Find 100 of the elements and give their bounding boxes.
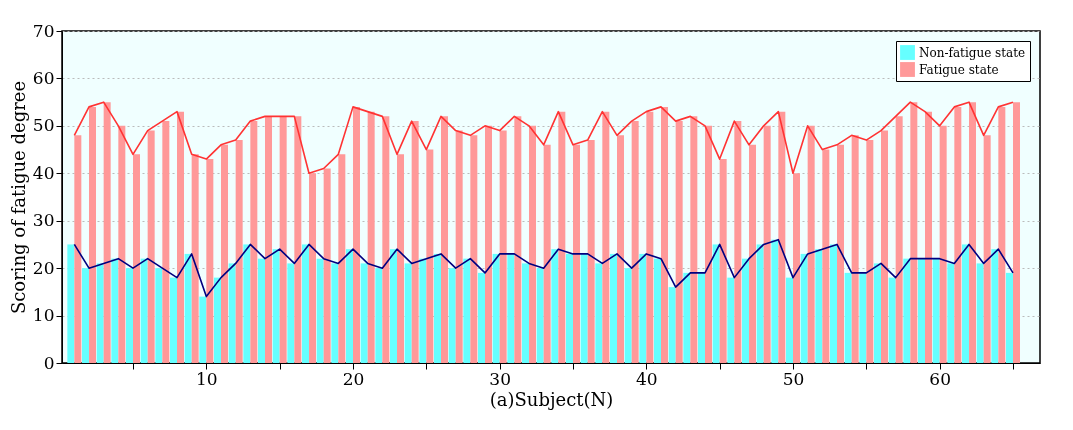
bar [763, 125, 771, 363]
bar [727, 277, 735, 363]
bar [962, 244, 969, 363]
bar [426, 149, 434, 363]
bar [536, 268, 544, 363]
bar [558, 111, 566, 363]
bar [734, 121, 742, 363]
x-tick-label: 40 [636, 368, 658, 389]
legend-label: Fatigue state [919, 62, 999, 77]
bar [434, 253, 441, 363]
bar [221, 144, 228, 363]
bar [771, 239, 779, 363]
x-tick-label: 10 [196, 368, 218, 389]
bar [602, 111, 610, 363]
bar [67, 244, 75, 363]
bar [822, 149, 830, 363]
bar [455, 130, 463, 363]
bar [719, 159, 727, 363]
bar [294, 116, 302, 363]
bar [969, 102, 976, 363]
bar [698, 272, 705, 363]
x-tick-label: 60 [929, 368, 951, 389]
bar [103, 102, 111, 363]
bar [683, 272, 691, 363]
y-tick-label: 60 [32, 67, 55, 88]
bar [837, 144, 844, 363]
bar [287, 263, 295, 363]
bar [191, 154, 199, 363]
bar [551, 249, 559, 363]
bar [815, 249, 823, 363]
bar [302, 244, 309, 363]
bar [279, 116, 287, 363]
bar [390, 249, 397, 363]
legend-label: Non-fatigue state [919, 45, 1026, 60]
y-axis-title: Scoring of fatigue degree [7, 80, 29, 315]
bar [690, 116, 698, 363]
bar [323, 168, 331, 363]
bar [631, 121, 639, 363]
bar [155, 268, 163, 363]
x-tick-label: 20 [342, 368, 365, 389]
bar [580, 253, 588, 363]
bar [991, 249, 999, 363]
bar [918, 258, 925, 363]
y-tick-label: 0 [43, 352, 55, 373]
bar [1013, 102, 1020, 363]
bar [566, 253, 573, 363]
bar [639, 253, 647, 363]
bar [243, 244, 251, 363]
bar [793, 173, 800, 363]
y-tick-label: 10 [32, 305, 55, 326]
bar [800, 253, 808, 363]
bar [441, 116, 448, 363]
bar [411, 121, 419, 363]
bar [529, 125, 536, 363]
bar [309, 173, 316, 363]
bar [360, 263, 368, 363]
bar [661, 106, 668, 363]
bar [932, 258, 940, 363]
bar [866, 140, 874, 363]
bar [235, 140, 243, 363]
bar [170, 277, 177, 363]
bar [316, 258, 324, 363]
bar [74, 135, 82, 363]
bar [617, 135, 624, 363]
bar [147, 130, 155, 363]
bar [140, 258, 148, 363]
bar [522, 263, 529, 363]
bar [925, 111, 932, 363]
bar [419, 258, 427, 363]
bar [742, 258, 749, 363]
bar [397, 154, 404, 363]
bar [214, 277, 221, 363]
x-tick-label: 50 [782, 368, 805, 389]
bar [573, 144, 580, 363]
bar [844, 272, 852, 363]
line-series [73, 238, 1014, 298]
y-tick-label: 70 [32, 20, 55, 41]
bar [859, 272, 867, 363]
bar [470, 135, 478, 363]
bar [610, 253, 617, 363]
bar [265, 116, 272, 363]
bar [947, 263, 955, 363]
y-tick-label: 20 [32, 257, 55, 278]
bar [89, 106, 96, 363]
bar [756, 244, 764, 363]
bar [587, 140, 595, 363]
bar [448, 268, 456, 363]
bar [654, 258, 661, 363]
bar [338, 154, 346, 363]
bar [895, 116, 903, 363]
bar [111, 258, 119, 363]
bar [331, 263, 339, 363]
bar [346, 249, 353, 363]
bar [382, 116, 390, 363]
bar [126, 268, 133, 363]
bar [118, 125, 126, 363]
bar [830, 244, 837, 363]
bar [485, 125, 492, 363]
bar [82, 268, 89, 363]
bar [807, 125, 815, 363]
